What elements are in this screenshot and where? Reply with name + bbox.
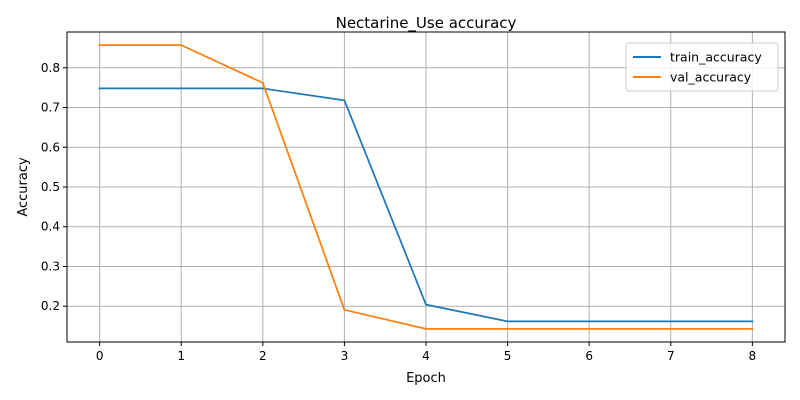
- grid-lines: [67, 32, 785, 342]
- data-point-val-accuracy: [751, 327, 754, 330]
- chart-title: Nectarine_Use accuracy: [336, 14, 517, 33]
- x-tick-label: 4: [422, 349, 430, 363]
- data-point-val-accuracy: [425, 327, 427, 330]
- x-tick-label: 5: [504, 349, 512, 363]
- data-point-train-accuracy: [588, 320, 591, 323]
- data-point-train-accuracy: [751, 320, 754, 323]
- y-axis-label: Accuracy: [16, 157, 31, 217]
- x-axis-label: Epoch: [406, 371, 446, 386]
- x-tick-label: 1: [177, 349, 185, 363]
- data-point-val-accuracy: [588, 327, 591, 330]
- data-point-val-accuracy: [180, 44, 183, 47]
- data-point-train-accuracy: [506, 320, 509, 323]
- data-point-train-accuracy: [425, 303, 427, 306]
- data-point-train-accuracy: [343, 99, 346, 102]
- y-tick-label: 0.7: [41, 101, 60, 115]
- data-point-train-accuracy: [180, 87, 183, 90]
- axis-ticks: 0 1 2 3 4 5 6 7 8 0.2 0.3 0.4 0.5 0.6 0.7 0.8: [41, 61, 756, 363]
- legend-label-val-accuracy: val_accuracy: [670, 70, 752, 85]
- legend: train_accuracy val_accuracy: [625, 42, 779, 92]
- data-point-val-accuracy: [506, 327, 509, 330]
- x-tick-label: 2: [259, 349, 267, 363]
- data-point-train-accuracy: [98, 87, 101, 90]
- y-tick-label: 0.2: [41, 299, 60, 313]
- x-tick-label: 0: [96, 349, 104, 363]
- x-tick-label: 6: [585, 349, 593, 363]
- y-tick-label: 0.5: [41, 180, 60, 194]
- x-tick-label: 3: [341, 349, 349, 363]
- y-tick-label: 0.4: [41, 220, 60, 234]
- data-point-val-accuracy: [261, 81, 264, 84]
- data-point-train-accuracy: [669, 320, 672, 323]
- x-tick-label: 7: [667, 349, 675, 363]
- data-point-train-accuracy: [261, 87, 264, 90]
- x-tick-label: 8: [749, 349, 757, 363]
- series-lines: [98, 44, 754, 330]
- legend-box: [625, 42, 779, 92]
- y-tick-label: 0.3: [41, 259, 60, 273]
- data-point-val-accuracy: [343, 308, 346, 311]
- data-point-val-accuracy: [98, 44, 101, 47]
- y-tick-label: 0.6: [41, 140, 60, 154]
- data-point-val-accuracy: [669, 327, 672, 330]
- y-tick-label: 0.8: [41, 61, 60, 75]
- legend-label-train-accuracy: train_accuracy: [670, 50, 762, 65]
